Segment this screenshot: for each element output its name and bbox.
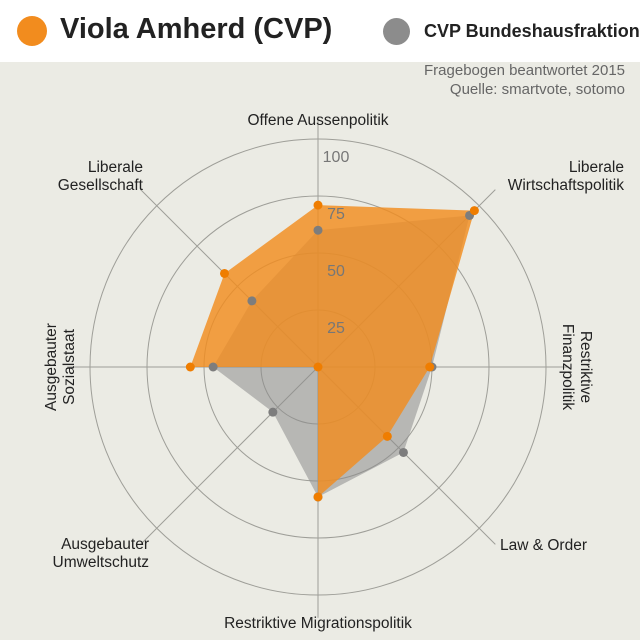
point-reference <box>247 296 257 306</box>
axis-label: Offene Aussenpolitik <box>247 112 388 129</box>
axis-label: Restriktive Migrationspolitik <box>224 615 412 632</box>
point-reference <box>398 447 408 457</box>
axis-label: RestriktiveFinanzpolitik <box>559 324 594 410</box>
legend-swatch-primary <box>17 16 47 46</box>
point-primary <box>382 431 392 441</box>
axis-label: Liberale Wirtschaftspolitik <box>508 159 625 194</box>
point-primary <box>219 268 229 278</box>
axis-label: AusgebauterSozialstaat <box>43 323 78 411</box>
point-primary <box>185 362 195 372</box>
legend-swatch-reference <box>383 18 410 45</box>
legend-bar: Viola Amherd (CVP) CVP Bundeshausfraktio… <box>0 0 640 62</box>
point-primary <box>313 200 323 210</box>
legend-label-reference: CVP Bundeshausfraktion <box>424 21 640 41</box>
legend-label-primary: Viola Amherd (CVP) <box>60 13 333 45</box>
axis-label: Ausgebauter Umweltschutz <box>53 536 149 571</box>
point-primary <box>313 492 323 502</box>
tick-label: 75 <box>327 206 345 223</box>
survey-note: Fragebogen beantwortet 2015 <box>424 62 625 79</box>
point-primary <box>469 206 479 216</box>
point-primary <box>313 362 323 372</box>
point-reference <box>313 225 323 235</box>
tick-label: 25 <box>327 320 345 337</box>
point-reference <box>208 362 218 372</box>
source-note: Quelle: smartvote, sotomo <box>449 81 625 98</box>
series-area-primary <box>190 205 475 497</box>
point-reference <box>268 407 278 417</box>
axis-label: Law & Order <box>500 537 587 554</box>
axis-label: Liberale Gesellschaft <box>58 159 144 194</box>
tick-label: 50 <box>327 263 345 280</box>
point-primary <box>425 362 435 372</box>
tick-label: 100 <box>323 149 350 166</box>
